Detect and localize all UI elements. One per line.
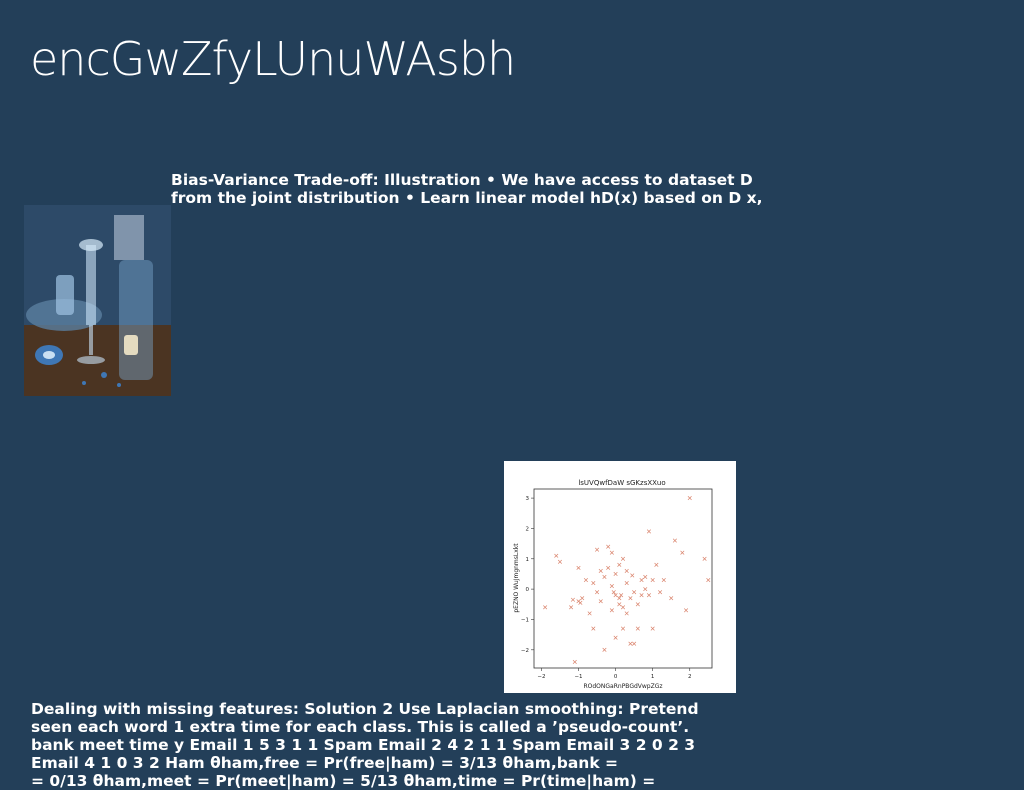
scatter-point — [669, 596, 674, 601]
scatter-point — [613, 635, 618, 640]
slide-text-bottom: Dealing with missing features: Solution … — [31, 700, 699, 790]
scatter-point — [658, 590, 663, 595]
photo-illustration — [24, 205, 171, 396]
y-tick-label: 2 — [526, 526, 530, 532]
scatter-point — [587, 611, 592, 616]
scatter-point — [611, 590, 616, 595]
data-points — [543, 496, 711, 664]
scatter-point — [576, 565, 581, 570]
scatter-point — [672, 538, 677, 543]
slide-title: encGwZfyLUnuWAsbh — [30, 32, 516, 86]
scatter-point — [639, 577, 644, 583]
scatter-point — [609, 584, 614, 589]
scatter-point — [624, 611, 629, 616]
scatter-point — [609, 608, 614, 613]
scatter-point — [602, 574, 607, 580]
scatter-point — [661, 577, 666, 583]
slide-text-top: Bias-Variance Trade-off: Illustration • … — [171, 171, 763, 207]
scatter-point — [594, 590, 600, 595]
scatter-point — [624, 568, 629, 573]
scatter-point — [630, 573, 635, 578]
y-tick-label: 3 — [526, 496, 530, 502]
scatter-point — [591, 626, 596, 631]
x-tick-label: −2 — [537, 674, 545, 680]
scatter-point — [650, 577, 655, 583]
scatter-point — [606, 565, 611, 570]
chart-title: lsUVQwfDaW sGKzsXXuo — [578, 479, 665, 487]
scatter-point — [543, 605, 548, 610]
scatter-point — [620, 556, 626, 561]
scatter-point — [680, 550, 685, 555]
axis-ticks: −2 −1 0 1 2 −2 −1 0 1 2 3 — [521, 496, 692, 680]
scatter-point — [606, 544, 611, 549]
x-tick-label: 0 — [614, 674, 618, 680]
scatter-point — [646, 593, 652, 598]
scatter-point — [583, 577, 588, 583]
scatter-point — [598, 599, 603, 604]
scatter-point — [554, 553, 559, 558]
scatter-point — [639, 593, 644, 598]
scatter-point — [643, 574, 648, 580]
y-tick-label: 1 — [526, 557, 530, 563]
plot-frame — [533, 488, 713, 669]
scatter-point — [609, 550, 614, 555]
scatter-point — [635, 626, 640, 631]
scatter-point — [598, 568, 603, 573]
scatter-point — [620, 605, 626, 610]
scatter-point — [624, 581, 629, 586]
scatter-point — [683, 608, 689, 613]
scatter-point — [628, 641, 633, 646]
scatter-point — [643, 587, 648, 592]
scatter-point — [687, 496, 692, 501]
scatter-point — [617, 602, 622, 607]
scatter-point — [706, 577, 711, 583]
scatter-point — [580, 596, 585, 601]
scatter-point — [578, 600, 583, 605]
scatter-point — [557, 559, 563, 564]
x-tick-label: 1 — [651, 674, 655, 680]
y-tick-label: −1 — [521, 617, 529, 623]
scatter-point — [654, 562, 659, 567]
x-tick-label: 2 — [688, 674, 692, 680]
x-tick-label: −1 — [574, 674, 582, 680]
scatter-point — [591, 581, 596, 586]
scatter-point — [617, 562, 622, 567]
scatter-point — [570, 597, 575, 602]
scatter-point — [635, 602, 640, 607]
scatter-point — [602, 647, 607, 652]
scatter-point — [650, 626, 655, 631]
scatter-point — [632, 590, 637, 595]
y-tick-label: −2 — [521, 648, 529, 654]
scatter-chart: lsUVQwfDaW sGKzsXXuo −2 −1 0 1 2 −2 −1 0 1 2 3 ROd… — [504, 461, 736, 693]
slide-photo — [24, 205, 171, 396]
scatter-point — [613, 571, 618, 576]
scatter-point — [628, 596, 633, 601]
x-axis-label: ROdONGaRnPBGdVwpZGz — [583, 683, 662, 690]
y-axis-label: pEZNO WuJmgnmsLxkt — [513, 543, 520, 613]
scatter-point — [594, 547, 600, 552]
y-tick-label: 0 — [526, 587, 530, 593]
scatter-point — [572, 659, 577, 664]
scatter-point — [702, 556, 707, 561]
scatter-point — [620, 626, 626, 631]
scatter-point — [646, 529, 652, 534]
scatter-point — [613, 593, 618, 598]
scatter-point — [619, 593, 624, 598]
scatter-chart-svg: lsUVQwfDaW sGKzsXXuo −2 −1 0 1 2 −2 −1 0 1 2 3 ROd… — [513, 479, 713, 690]
scatter-point — [632, 641, 637, 646]
scatter-point — [617, 596, 622, 601]
scatter-point — [569, 605, 574, 610]
